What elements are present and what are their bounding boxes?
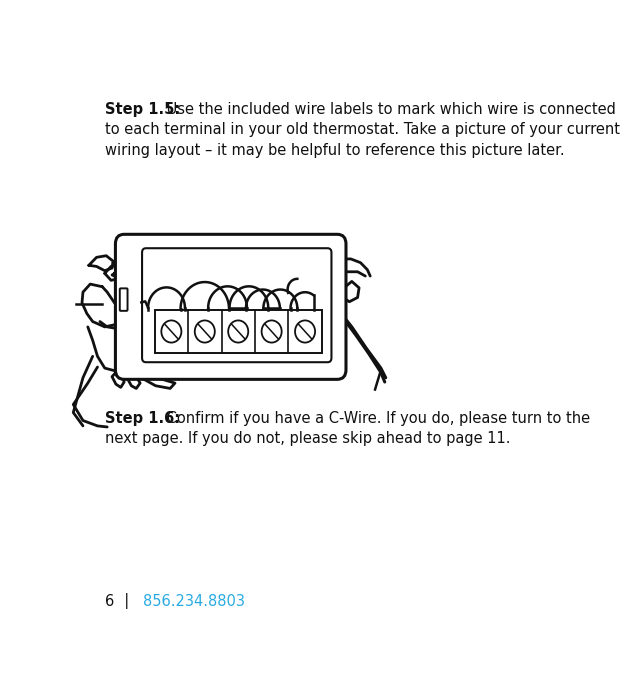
- Text: Confirm if you have a C-Wire. If you do, please turn to the: Confirm if you have a C-Wire. If you do,…: [162, 411, 590, 426]
- Text: |: |: [116, 593, 139, 609]
- FancyBboxPatch shape: [120, 288, 127, 311]
- Circle shape: [262, 320, 282, 343]
- Text: 6: 6: [105, 594, 114, 609]
- Text: 856.234.8803: 856.234.8803: [142, 594, 244, 609]
- Text: wiring layout – it may be helpful to reference this picture later.: wiring layout – it may be helpful to ref…: [105, 142, 564, 158]
- Text: Step 1.5:: Step 1.5:: [105, 102, 180, 117]
- Circle shape: [228, 320, 248, 343]
- Text: Step 1.6:: Step 1.6:: [105, 411, 180, 426]
- Circle shape: [161, 320, 181, 343]
- Circle shape: [195, 320, 215, 343]
- Text: next page. If you do not, please skip ahead to page 11.: next page. If you do not, please skip ah…: [105, 431, 510, 446]
- Bar: [154, 311, 322, 352]
- Text: to each terminal in your old thermostat. Take a picture of your current: to each terminal in your old thermostat.…: [105, 122, 620, 138]
- FancyBboxPatch shape: [142, 248, 331, 362]
- FancyBboxPatch shape: [116, 234, 346, 379]
- Text: Use the included wire labels to mark which wire is connected: Use the included wire labels to mark whi…: [162, 102, 616, 117]
- Circle shape: [295, 320, 315, 343]
